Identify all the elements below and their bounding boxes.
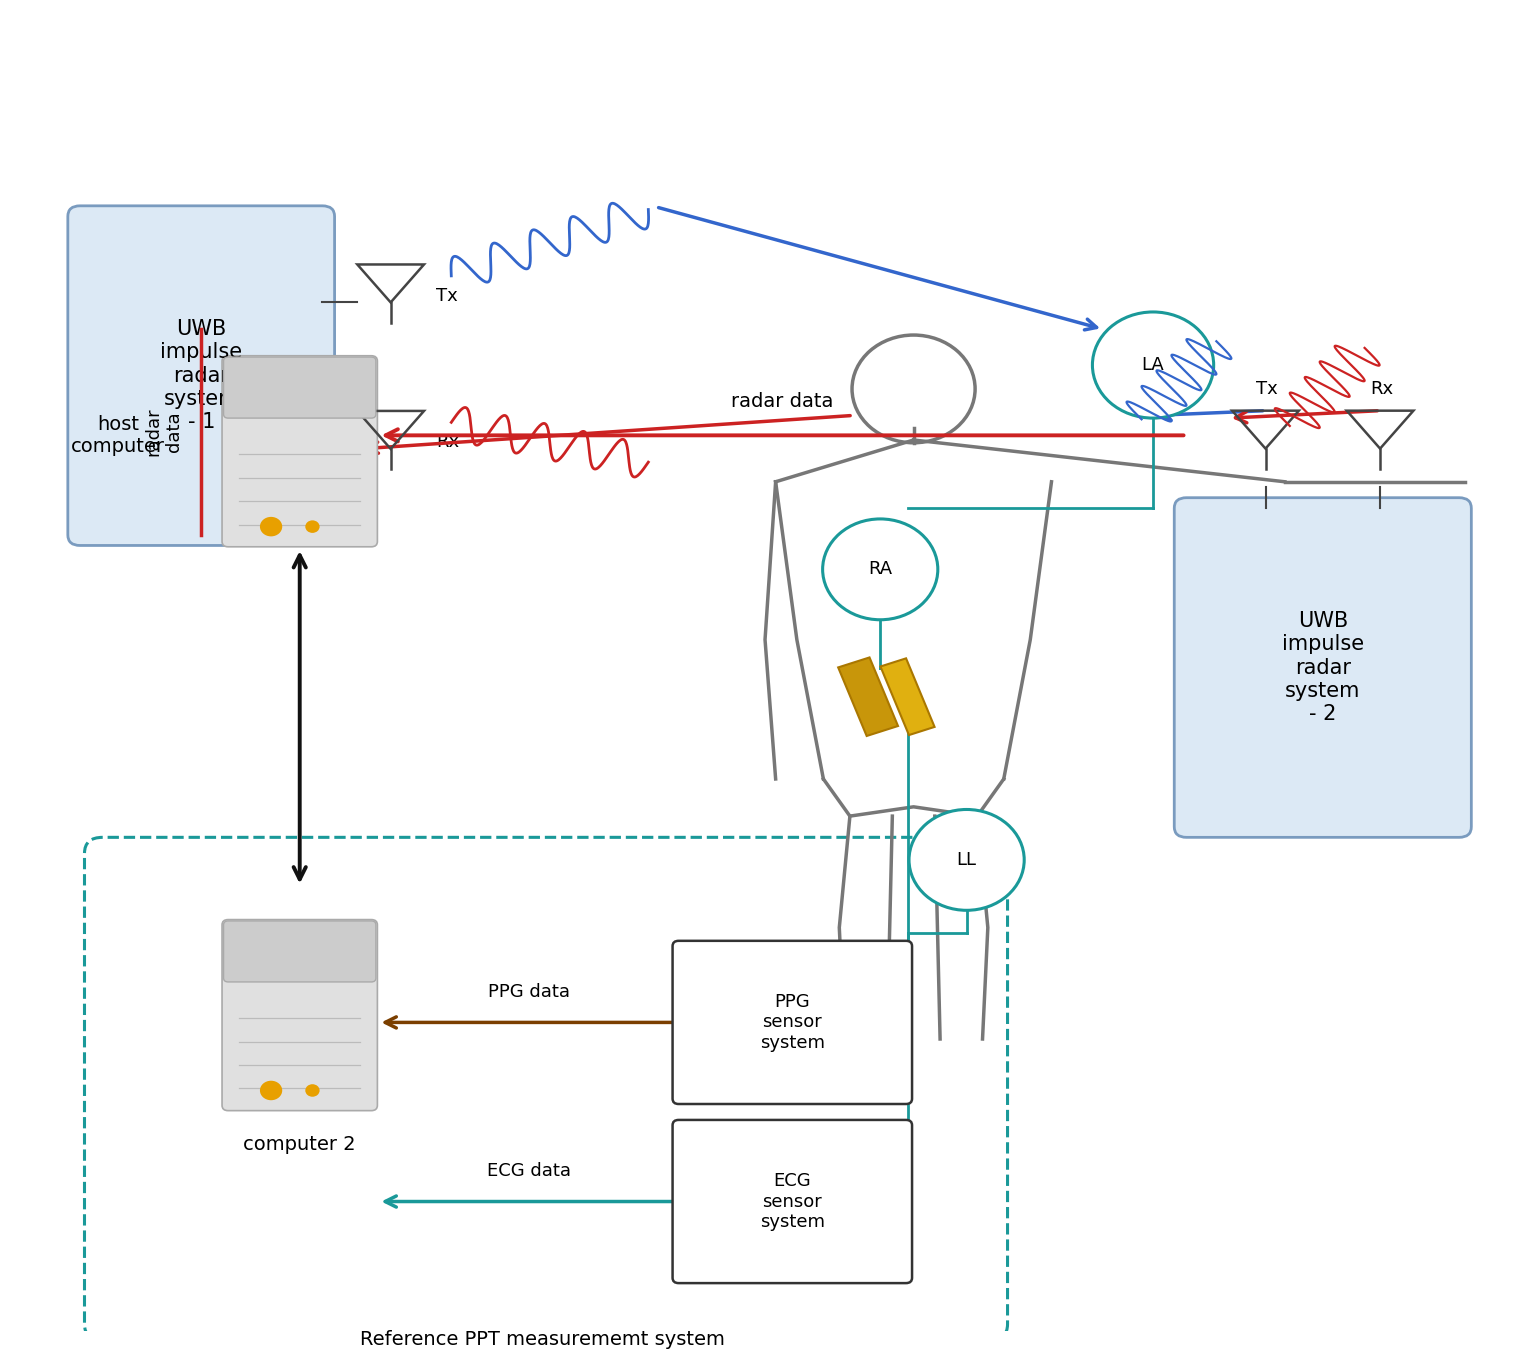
FancyBboxPatch shape [1175,498,1471,838]
Text: UWB
impulse
radar
system
- 1: UWB impulse radar system - 1 [160,319,242,432]
Circle shape [1093,313,1213,418]
Text: Rx: Rx [1370,380,1393,398]
Text: ECG
sensor
system: ECG sensor system [760,1172,824,1231]
Text: UWB
impulse
radar
system
- 2: UWB impulse radar system - 2 [1282,612,1364,724]
Text: ECG data: ECG data [486,1162,570,1180]
Text: Reference PPT measurememt system: Reference PPT measurememt system [360,1330,725,1349]
Circle shape [305,1084,320,1097]
Text: PPG
sensor
system: PPG sensor system [760,993,824,1053]
Polygon shape [881,659,934,735]
Circle shape [305,521,320,533]
Text: Tx: Tx [436,287,457,304]
Text: LA: LA [1141,356,1164,373]
Text: RA: RA [869,560,892,578]
Text: host
computer: host computer [70,415,165,456]
Text: Rx: Rx [436,433,459,452]
FancyBboxPatch shape [224,921,376,982]
Text: LL: LL [957,851,977,869]
FancyBboxPatch shape [223,356,378,547]
FancyBboxPatch shape [672,940,911,1104]
Text: PPG data: PPG data [488,984,570,1001]
Text: radar
data: radar data [143,407,183,456]
Circle shape [261,1081,282,1100]
Text: radar data: radar data [732,392,834,411]
Circle shape [908,809,1024,911]
Text: computer 2: computer 2 [244,1135,357,1154]
Circle shape [823,520,937,620]
FancyBboxPatch shape [69,206,335,545]
FancyBboxPatch shape [223,920,378,1111]
Text: Tx: Tx [1256,380,1279,398]
FancyBboxPatch shape [224,357,376,418]
Circle shape [261,517,282,536]
FancyBboxPatch shape [672,1120,911,1283]
Polygon shape [838,658,898,736]
